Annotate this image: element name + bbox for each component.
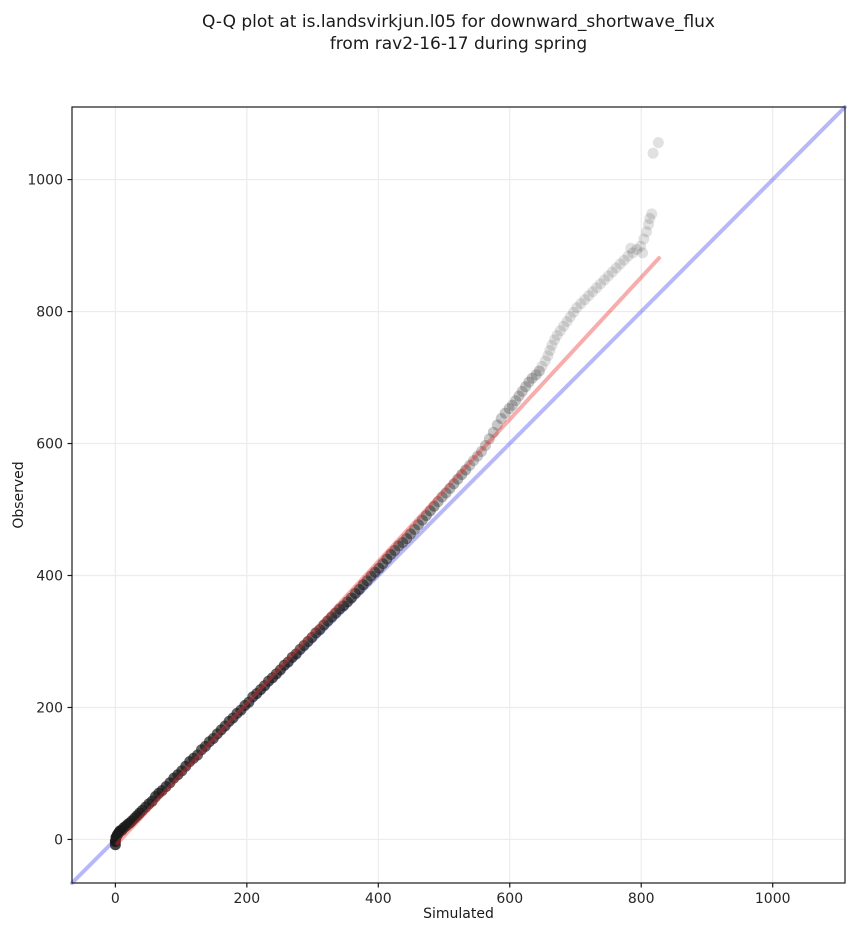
- qq-point: [583, 290, 595, 302]
- qq-point: [561, 315, 573, 327]
- qq-point: [448, 478, 460, 490]
- qq-point: [456, 469, 468, 481]
- qq-point: [646, 208, 658, 220]
- y-tick-label: 800: [36, 305, 63, 321]
- qq-point: [548, 334, 560, 346]
- qq-point: [436, 491, 448, 503]
- y-tick-label: 0: [54, 832, 63, 848]
- qq-point: [412, 519, 424, 531]
- y-tick-label: 600: [36, 437, 63, 453]
- qq-point: [598, 274, 610, 286]
- qq-point: [551, 329, 563, 341]
- fit-line: [115, 256, 661, 846]
- qq-point: [618, 254, 630, 266]
- qq-point: [647, 147, 659, 159]
- qq-point: [452, 473, 464, 485]
- qq-point: [476, 445, 488, 457]
- qq-point: [428, 500, 440, 512]
- qq-point: [432, 496, 444, 508]
- qq-point: [635, 240, 647, 252]
- x-tick-label: 600: [496, 891, 523, 907]
- y-axis-label: Observed: [11, 461, 27, 529]
- qq-point: [571, 302, 583, 314]
- qq-point: [526, 372, 538, 384]
- qq-point: [546, 339, 558, 351]
- qq-point: [487, 426, 499, 438]
- chart-title: Q-Q plot at is.landsvirkjun.l05 for down…: [72, 11, 845, 55]
- qq-point: [444, 482, 456, 494]
- x-tick-label: 800: [628, 891, 655, 907]
- qq-point: [472, 450, 484, 462]
- qq-point: [536, 360, 548, 372]
- qq-point: [610, 262, 622, 274]
- qq-point: [533, 365, 545, 377]
- qq-point: [483, 433, 495, 445]
- qq-point: [579, 294, 591, 306]
- y-tick-label: 200: [36, 700, 63, 716]
- qq-point: [420, 509, 432, 521]
- qq-point: [491, 419, 503, 431]
- qq-point: [408, 523, 420, 535]
- qq-point: [109, 839, 121, 851]
- chart-title-line1: Q-Q plot at is.landsvirkjun.l05 for down…: [202, 12, 715, 32]
- qq-point: [652, 137, 664, 149]
- qq-point: [622, 250, 634, 262]
- qq-point: [614, 258, 626, 270]
- qq-point: [416, 514, 428, 526]
- y-tick-label: 400: [36, 569, 63, 585]
- qq-point: [631, 244, 643, 256]
- qq-point: [499, 407, 511, 419]
- qq-point: [544, 344, 556, 356]
- qq-point: [523, 376, 535, 388]
- qq-point: [638, 233, 650, 245]
- qq-point: [637, 247, 649, 259]
- qq-point: [642, 218, 654, 230]
- x-axis-label: Simulated: [423, 906, 494, 922]
- qq-point: [530, 369, 542, 381]
- qq-point: [587, 286, 599, 298]
- qq-point: [594, 278, 606, 290]
- qq-point: [542, 350, 554, 362]
- qq-point: [506, 399, 518, 411]
- qq-point: [554, 325, 566, 337]
- x-tick-label: 1000: [755, 891, 791, 907]
- qq-point: [539, 355, 551, 367]
- qq-point: [464, 459, 476, 471]
- x-tick-label: 0: [111, 891, 120, 907]
- qq-point: [602, 270, 614, 282]
- x-tick-label: 200: [233, 891, 260, 907]
- chart-title-line2: from rav2-16-17 during spring: [329, 34, 588, 54]
- qq-point: [503, 403, 515, 415]
- y-tick-label: 1000: [27, 173, 63, 189]
- qq-point: [516, 385, 528, 397]
- plot-border: [71, 106, 846, 884]
- qq-point: [468, 455, 480, 467]
- qq-point: [460, 464, 472, 476]
- qq-point: [513, 390, 525, 402]
- qq-point: [568, 306, 580, 318]
- qq-point: [575, 298, 587, 310]
- qq-point: [495, 412, 507, 424]
- qq-point: [591, 282, 603, 294]
- qq-point: [510, 395, 522, 407]
- qq-point: [405, 528, 417, 540]
- qq-point: [640, 226, 652, 238]
- qq-point: [440, 487, 452, 499]
- qq-point: [558, 320, 570, 332]
- qq-point: [606, 266, 618, 278]
- qq-point: [479, 440, 491, 452]
- qq-point: [564, 311, 576, 323]
- qq-point: [424, 505, 436, 517]
- qq-point: [627, 247, 639, 259]
- qq-point: [520, 381, 532, 393]
- x-tick-label: 400: [365, 891, 392, 907]
- qq-point: [625, 242, 637, 254]
- qq-point: [644, 213, 656, 225]
